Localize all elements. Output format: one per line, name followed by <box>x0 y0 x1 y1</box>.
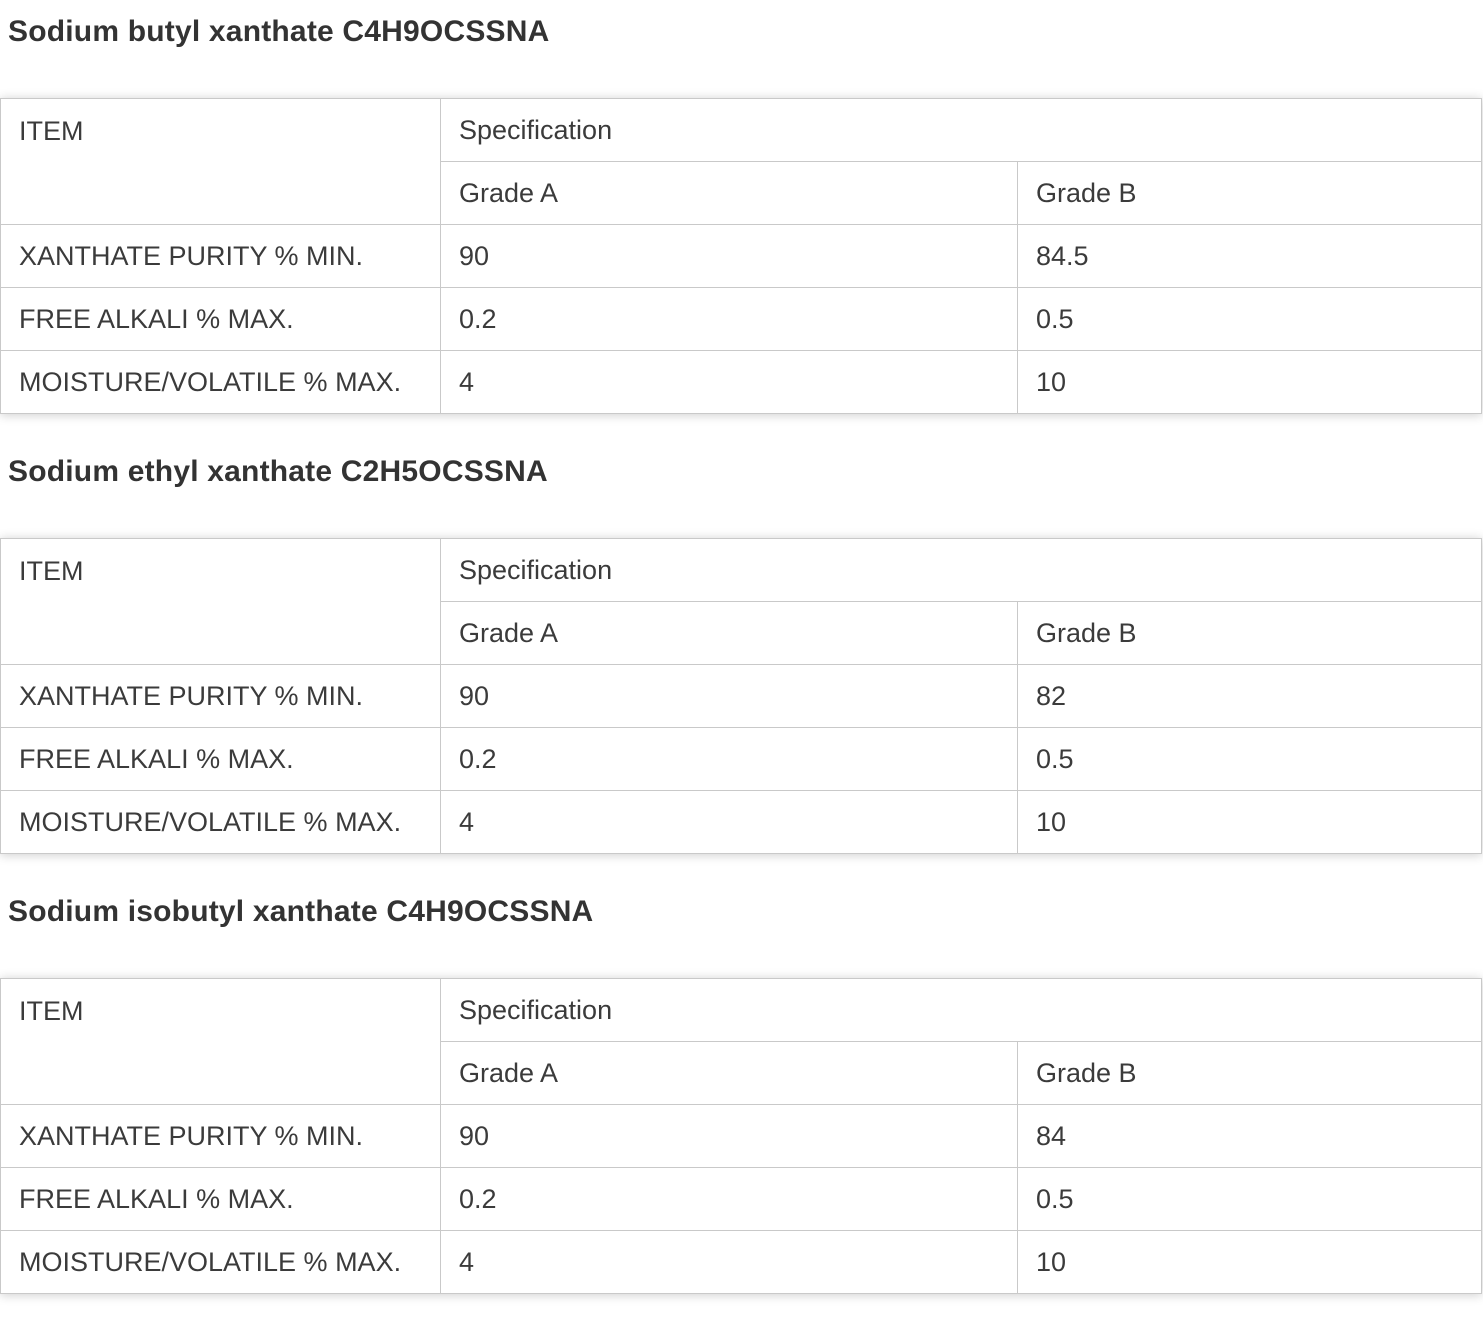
grade-a-header-cell: Grade A <box>440 1041 1018 1105</box>
spec-section-isobutyl: Sodium isobutyl xanthate C4H9OCSSNA ITEM… <box>0 894 1483 1294</box>
section-title: Sodium ethyl xanthate C2H5OCSSNA <box>8 455 548 488</box>
grade-a-value-cell: 90 <box>440 1104 1018 1168</box>
section-title: Sodium butyl xanthate C4H9OCSSNA <box>8 15 550 48</box>
item-label-cell: MOISTURE/VOLATILE % MAX. <box>0 1230 441 1294</box>
item-label-cell: FREE ALKALI % MAX. <box>0 727 441 791</box>
spec-header-cell: Specification <box>440 98 1482 162</box>
grade-a-value-cell: 4 <box>440 350 1018 414</box>
spec-header-cell: Specification <box>440 538 1482 602</box>
item-label-cell: XANTHATE PURITY % MIN. <box>0 224 441 288</box>
grade-header-row: Grade A Grade B <box>1 161 1482 225</box>
table-row: XANTHATE PURITY % MIN. 90 84 <box>0 1104 1482 1168</box>
grade-b-value-cell: 10 <box>1017 350 1482 414</box>
table-row: FREE ALKALI % MAX. 0.2 0.5 <box>0 1167 1482 1231</box>
table-row: FREE ALKALI % MAX. 0.2 0.5 <box>0 287 1482 351</box>
grade-b-value-cell: 84.5 <box>1017 224 1482 288</box>
grade-a-value-cell: 0.2 <box>440 287 1018 351</box>
grade-b-value-cell: 0.5 <box>1017 1167 1482 1231</box>
grade-b-value-cell: 0.5 <box>1017 287 1482 351</box>
table-row: XANTHATE PURITY % MIN. 90 84.5 <box>0 224 1482 288</box>
grade-a-header-cell: Grade A <box>440 161 1018 225</box>
spec-header-cell: Specification <box>440 978 1482 1042</box>
table-header-row: ITEM Specification <box>0 538 1482 665</box>
table-row: MOISTURE/VOLATILE % MAX. 4 10 <box>0 1230 1482 1294</box>
table-row: MOISTURE/VOLATILE % MAX. 4 10 <box>0 350 1482 414</box>
table-row: MOISTURE/VOLATILE % MAX. 4 10 <box>0 790 1482 854</box>
grade-b-header-cell: Grade B <box>1017 161 1482 225</box>
grade-b-value-cell: 10 <box>1017 1230 1482 1294</box>
item-header-cell: ITEM <box>0 98 441 225</box>
item-label-cell: XANTHATE PURITY % MIN. <box>0 1104 441 1168</box>
grade-b-value-cell: 0.5 <box>1017 727 1482 791</box>
item-label-cell: FREE ALKALI % MAX. <box>0 1167 441 1231</box>
item-label-cell: MOISTURE/VOLATILE % MAX. <box>0 350 441 414</box>
item-label-cell: XANTHATE PURITY % MIN. <box>0 664 441 728</box>
grade-a-value-cell: 4 <box>440 790 1018 854</box>
spec-table: ITEM Specification Grade A Grade B XANTH… <box>0 978 1482 1294</box>
grade-a-value-cell: 0.2 <box>440 1167 1018 1231</box>
grade-b-value-cell: 82 <box>1017 664 1482 728</box>
table-header-row: ITEM Specification <box>0 978 1482 1105</box>
spec-table: ITEM Specification Grade A Grade B XANTH… <box>0 538 1482 854</box>
section-title: Sodium isobutyl xanthate C4H9OCSSNA <box>8 895 594 928</box>
grade-b-value-cell: 84 <box>1017 1104 1482 1168</box>
grade-a-header-cell: Grade A <box>440 601 1018 665</box>
grade-b-value-cell: 10 <box>1017 790 1482 854</box>
table-row: FREE ALKALI % MAX. 0.2 0.5 <box>0 727 1482 791</box>
item-header-cell: ITEM <box>0 538 441 665</box>
grade-a-value-cell: 90 <box>440 224 1018 288</box>
grade-a-value-cell: 0.2 <box>440 727 1018 791</box>
item-label-cell: MOISTURE/VOLATILE % MAX. <box>0 790 441 854</box>
product-specifications-page: Sodium butyl xanthate C4H9OCSSNA ITEM Sp… <box>0 14 1483 1294</box>
grade-b-header-cell: Grade B <box>1017 601 1482 665</box>
spec-table: ITEM Specification Grade A Grade B XANTH… <box>0 98 1482 414</box>
grade-b-header-cell: Grade B <box>1017 1041 1482 1105</box>
spec-section-butyl: Sodium butyl xanthate C4H9OCSSNA ITEM Sp… <box>0 14 1483 414</box>
grade-a-value-cell: 90 <box>440 664 1018 728</box>
table-header-row: ITEM Specification <box>0 98 1482 225</box>
grade-a-value-cell: 4 <box>440 1230 1018 1294</box>
item-label-cell: FREE ALKALI % MAX. <box>0 287 441 351</box>
item-header-cell: ITEM <box>0 978 441 1105</box>
table-row: XANTHATE PURITY % MIN. 90 82 <box>0 664 1482 728</box>
spec-section-ethyl: Sodium ethyl xanthate C2H5OCSSNA ITEM Sp… <box>0 454 1483 854</box>
